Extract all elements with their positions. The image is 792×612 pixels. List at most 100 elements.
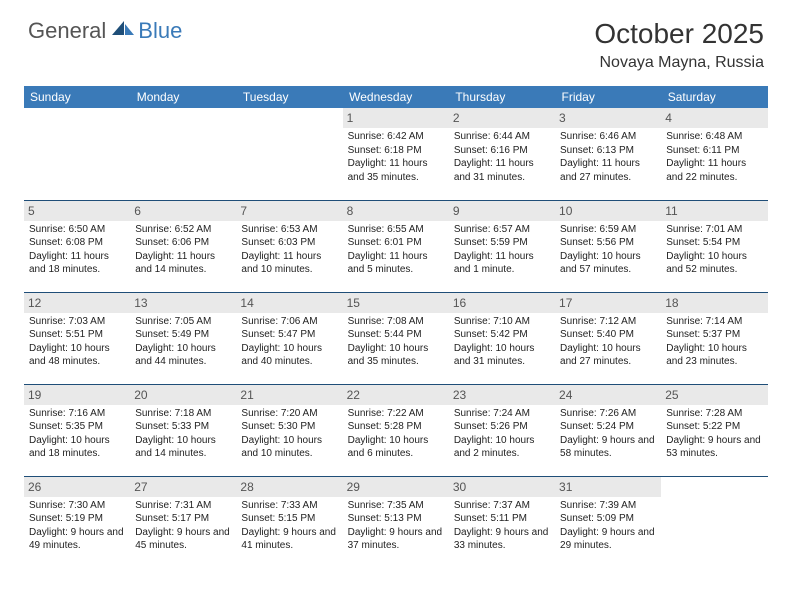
sunset-text: Sunset: 6:13 PM [560,144,656,158]
calendar-cell: 25Sunrise: 7:28 AMSunset: 5:22 PMDayligh… [661,384,767,476]
sunrise-text: Sunrise: 7:14 AM [666,315,762,329]
sunrise-text: Sunrise: 6:42 AM [348,130,444,144]
sunset-text: Sunset: 5:24 PM [560,420,656,434]
calendar-week-row: 5Sunrise: 6:50 AMSunset: 6:08 PMDaylight… [24,200,768,292]
daylight-text: Daylight: 10 hours and 40 minutes. [241,342,337,369]
sunset-text: Sunset: 5:33 PM [135,420,231,434]
sunrise-text: Sunrise: 7:22 AM [348,407,444,421]
day-number: 20 [130,385,236,405]
calendar-cell: 30Sunrise: 7:37 AMSunset: 5:11 PMDayligh… [449,476,555,568]
day-number: 15 [343,293,449,313]
sunset-text: Sunset: 5:47 PM [241,328,337,342]
sunset-text: Sunset: 5:54 PM [666,236,762,250]
day-number: 30 [449,477,555,497]
calendar-cell: 24Sunrise: 7:26 AMSunset: 5:24 PMDayligh… [555,384,661,476]
sunrise-text: Sunrise: 7:01 AM [666,223,762,237]
calendar-cell: 14Sunrise: 7:06 AMSunset: 5:47 PMDayligh… [236,292,342,384]
sunrise-text: Sunrise: 7:20 AM [241,407,337,421]
calendar-cell: 31Sunrise: 7:39 AMSunset: 5:09 PMDayligh… [555,476,661,568]
location: Novaya Mayna, Russia [594,54,764,72]
daylight-text: Daylight: 10 hours and 14 minutes. [135,434,231,461]
sunset-text: Sunset: 5:28 PM [348,420,444,434]
calendar-cell: 27Sunrise: 7:31 AMSunset: 5:17 PMDayligh… [130,476,236,568]
daylight-text: Daylight: 10 hours and 31 minutes. [454,342,550,369]
calendar-cell: 20Sunrise: 7:18 AMSunset: 5:33 PMDayligh… [130,384,236,476]
day-header: Thursday [449,86,555,108]
sunrise-text: Sunrise: 6:48 AM [666,130,762,144]
sunrise-text: Sunrise: 7:28 AM [666,407,762,421]
day-number: 2 [449,108,555,128]
daylight-text: Daylight: 11 hours and 1 minute. [454,250,550,277]
calendar-cell: 22 Sunrise: 7:22 AMSunset: 5:28 PMDayligh… [343,384,449,476]
calendar-week-row: 1Sunrise: 6:42 AMSunset: 6:18 PMDaylight… [24,108,768,200]
sunrise-text: Sunrise: 7:30 AM [29,499,125,513]
logo-sail-icon [110,19,136,44]
calendar-cell: 26Sunrise: 7:30 AMSunset: 5:19 PMDayligh… [24,476,130,568]
daylight-text: Daylight: 11 hours and 14 minutes. [135,250,231,277]
sunset-text: Sunset: 6:08 PM [29,236,125,250]
daylight-text: Daylight: 9 hours and 53 minutes. [666,434,762,461]
logo-text-blue: Blue [138,18,182,44]
day-header: Monday [130,86,236,108]
calendar-cell [130,108,236,200]
sunset-text: Sunset: 6:16 PM [454,144,550,158]
sunset-text: Sunset: 6:18 PM [348,144,444,158]
day-header-row: Sunday Monday Tuesday Wednesday Thursday… [24,86,768,108]
day-number: 25 [661,385,767,405]
sunrise-text: Sunrise: 7:10 AM [454,315,550,329]
day-header: Saturday [661,86,767,108]
daylight-text: Daylight: 10 hours and 35 minutes. [348,342,444,369]
day-number: 14 [236,293,342,313]
day-number: 22 [343,385,449,405]
calendar-cell [661,476,767,568]
daylight-text: Daylight: 10 hours and 6 minutes. [348,434,444,461]
calendar-cell: 21Sunrise: 7:20 AMSunset: 5:30 PMDayligh… [236,384,342,476]
calendar-cell: 8Sunrise: 6:55 AMSunset: 6:01 PMDaylight… [343,200,449,292]
sunrise-text: Sunrise: 7:33 AM [241,499,337,513]
sunset-text: Sunset: 6:03 PM [241,236,337,250]
daylight-text: Daylight: 10 hours and 57 minutes. [560,250,656,277]
sunrise-text: Sunrise: 6:52 AM [135,223,231,237]
day-number: 12 [24,293,130,313]
day-number: 16 [449,293,555,313]
sunset-text: Sunset: 5:26 PM [454,420,550,434]
day-header: Friday [555,86,661,108]
sunset-text: Sunset: 5:40 PM [560,328,656,342]
day-number: 26 [24,477,130,497]
calendar-cell: 19Sunrise: 7:16 AMSunset: 5:35 PMDayligh… [24,384,130,476]
sunrise-text: Sunrise: 6:46 AM [560,130,656,144]
sunrise-text: Sunrise: 6:53 AM [241,223,337,237]
calendar-table: Sunday Monday Tuesday Wednesday Thursday… [24,86,768,568]
calendar-cell: 28Sunrise: 7:33 AMSunset: 5:15 PMDayligh… [236,476,342,568]
sunset-text: Sunset: 5:37 PM [666,328,762,342]
daylight-text: Daylight: 9 hours and 29 minutes. [560,526,656,553]
sunrise-text: Sunrise: 6:57 AM [454,223,550,237]
sunrise-text: Sunrise: 7:03 AM [29,315,125,329]
daylight-text: Daylight: 11 hours and 27 minutes. [560,157,656,184]
daylight-text: Daylight: 10 hours and 18 minutes. [29,434,125,461]
day-number: 10 [555,201,661,221]
sunset-text: Sunset: 5:11 PM [454,512,550,526]
sunset-text: Sunset: 5:15 PM [241,512,337,526]
daylight-text: Daylight: 9 hours and 41 minutes. [241,526,337,553]
calendar-cell: 3Sunrise: 6:46 AMSunset: 6:13 PMDaylight… [555,108,661,200]
daylight-text: Daylight: 10 hours and 23 minutes. [666,342,762,369]
sunset-text: Sunset: 6:11 PM [666,144,762,158]
sunset-text: Sunset: 5:13 PM [348,512,444,526]
sunset-text: Sunset: 5:35 PM [29,420,125,434]
sunrise-text: Sunrise: 7:08 AM [348,315,444,329]
calendar-cell: 11Sunrise: 7:01 AMSunset: 5:54 PMDayligh… [661,200,767,292]
daylight-text: Daylight: 11 hours and 10 minutes. [241,250,337,277]
calendar-cell: 13Sunrise: 7:05 AMSunset: 5:49 PMDayligh… [130,292,236,384]
sunset-text: Sunset: 5:56 PM [560,236,656,250]
sunrise-text: Sunrise: 7:39 AM [560,499,656,513]
month-title: October 2025 [594,18,764,50]
day-header: Wednesday [343,86,449,108]
calendar-cell: 23Sunrise: 7:24 AMSunset: 5:26 PMDayligh… [449,384,555,476]
daylight-text: Daylight: 10 hours and 10 minutes. [241,434,337,461]
daylight-text: Daylight: 10 hours and 27 minutes. [560,342,656,369]
header: General Blue October 2025 Novaya Mayna, … [0,0,792,80]
calendar-week-row: 12Sunrise: 7:03 AMSunset: 5:51 PMDayligh… [24,292,768,384]
day-number: 13 [130,293,236,313]
sunset-text: Sunset: 5:19 PM [29,512,125,526]
